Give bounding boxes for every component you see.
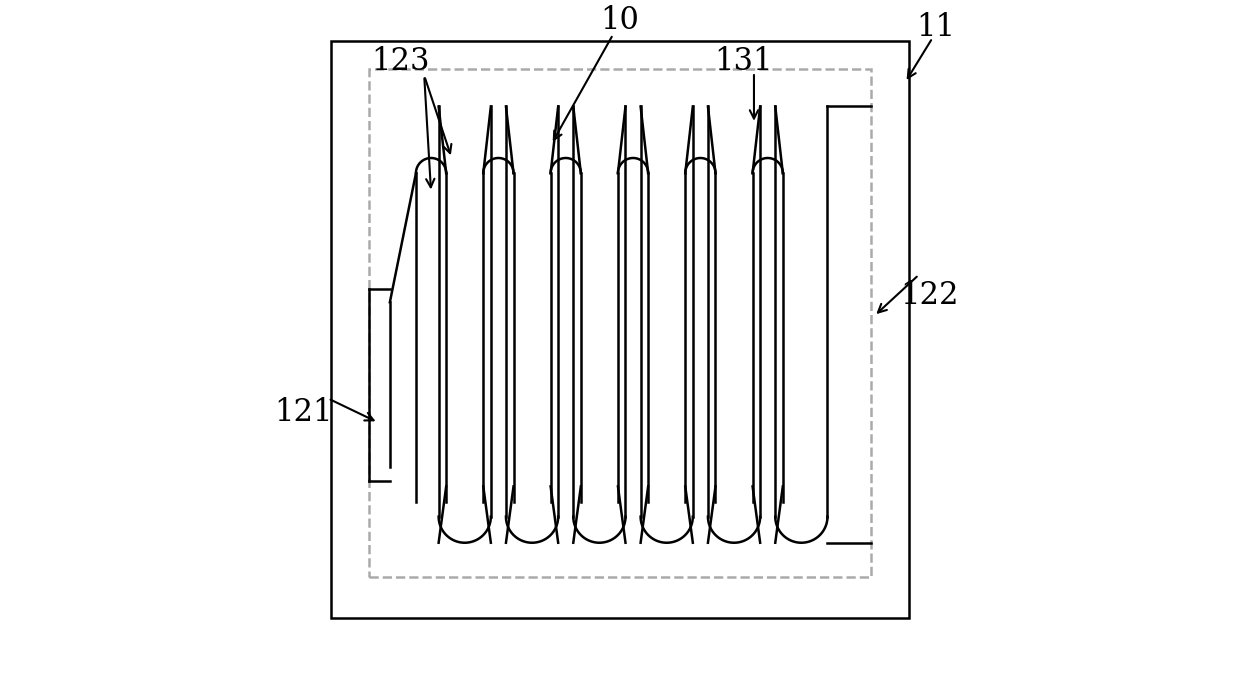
Text: 10: 10 [600,5,640,36]
Text: 122: 122 [900,280,959,311]
Bar [370,69,870,577]
Text: 121: 121 [275,396,334,428]
Bar [331,41,909,618]
Text: 11: 11 [916,12,956,43]
Text: 123: 123 [371,46,429,78]
Text: 131: 131 [714,46,773,78]
